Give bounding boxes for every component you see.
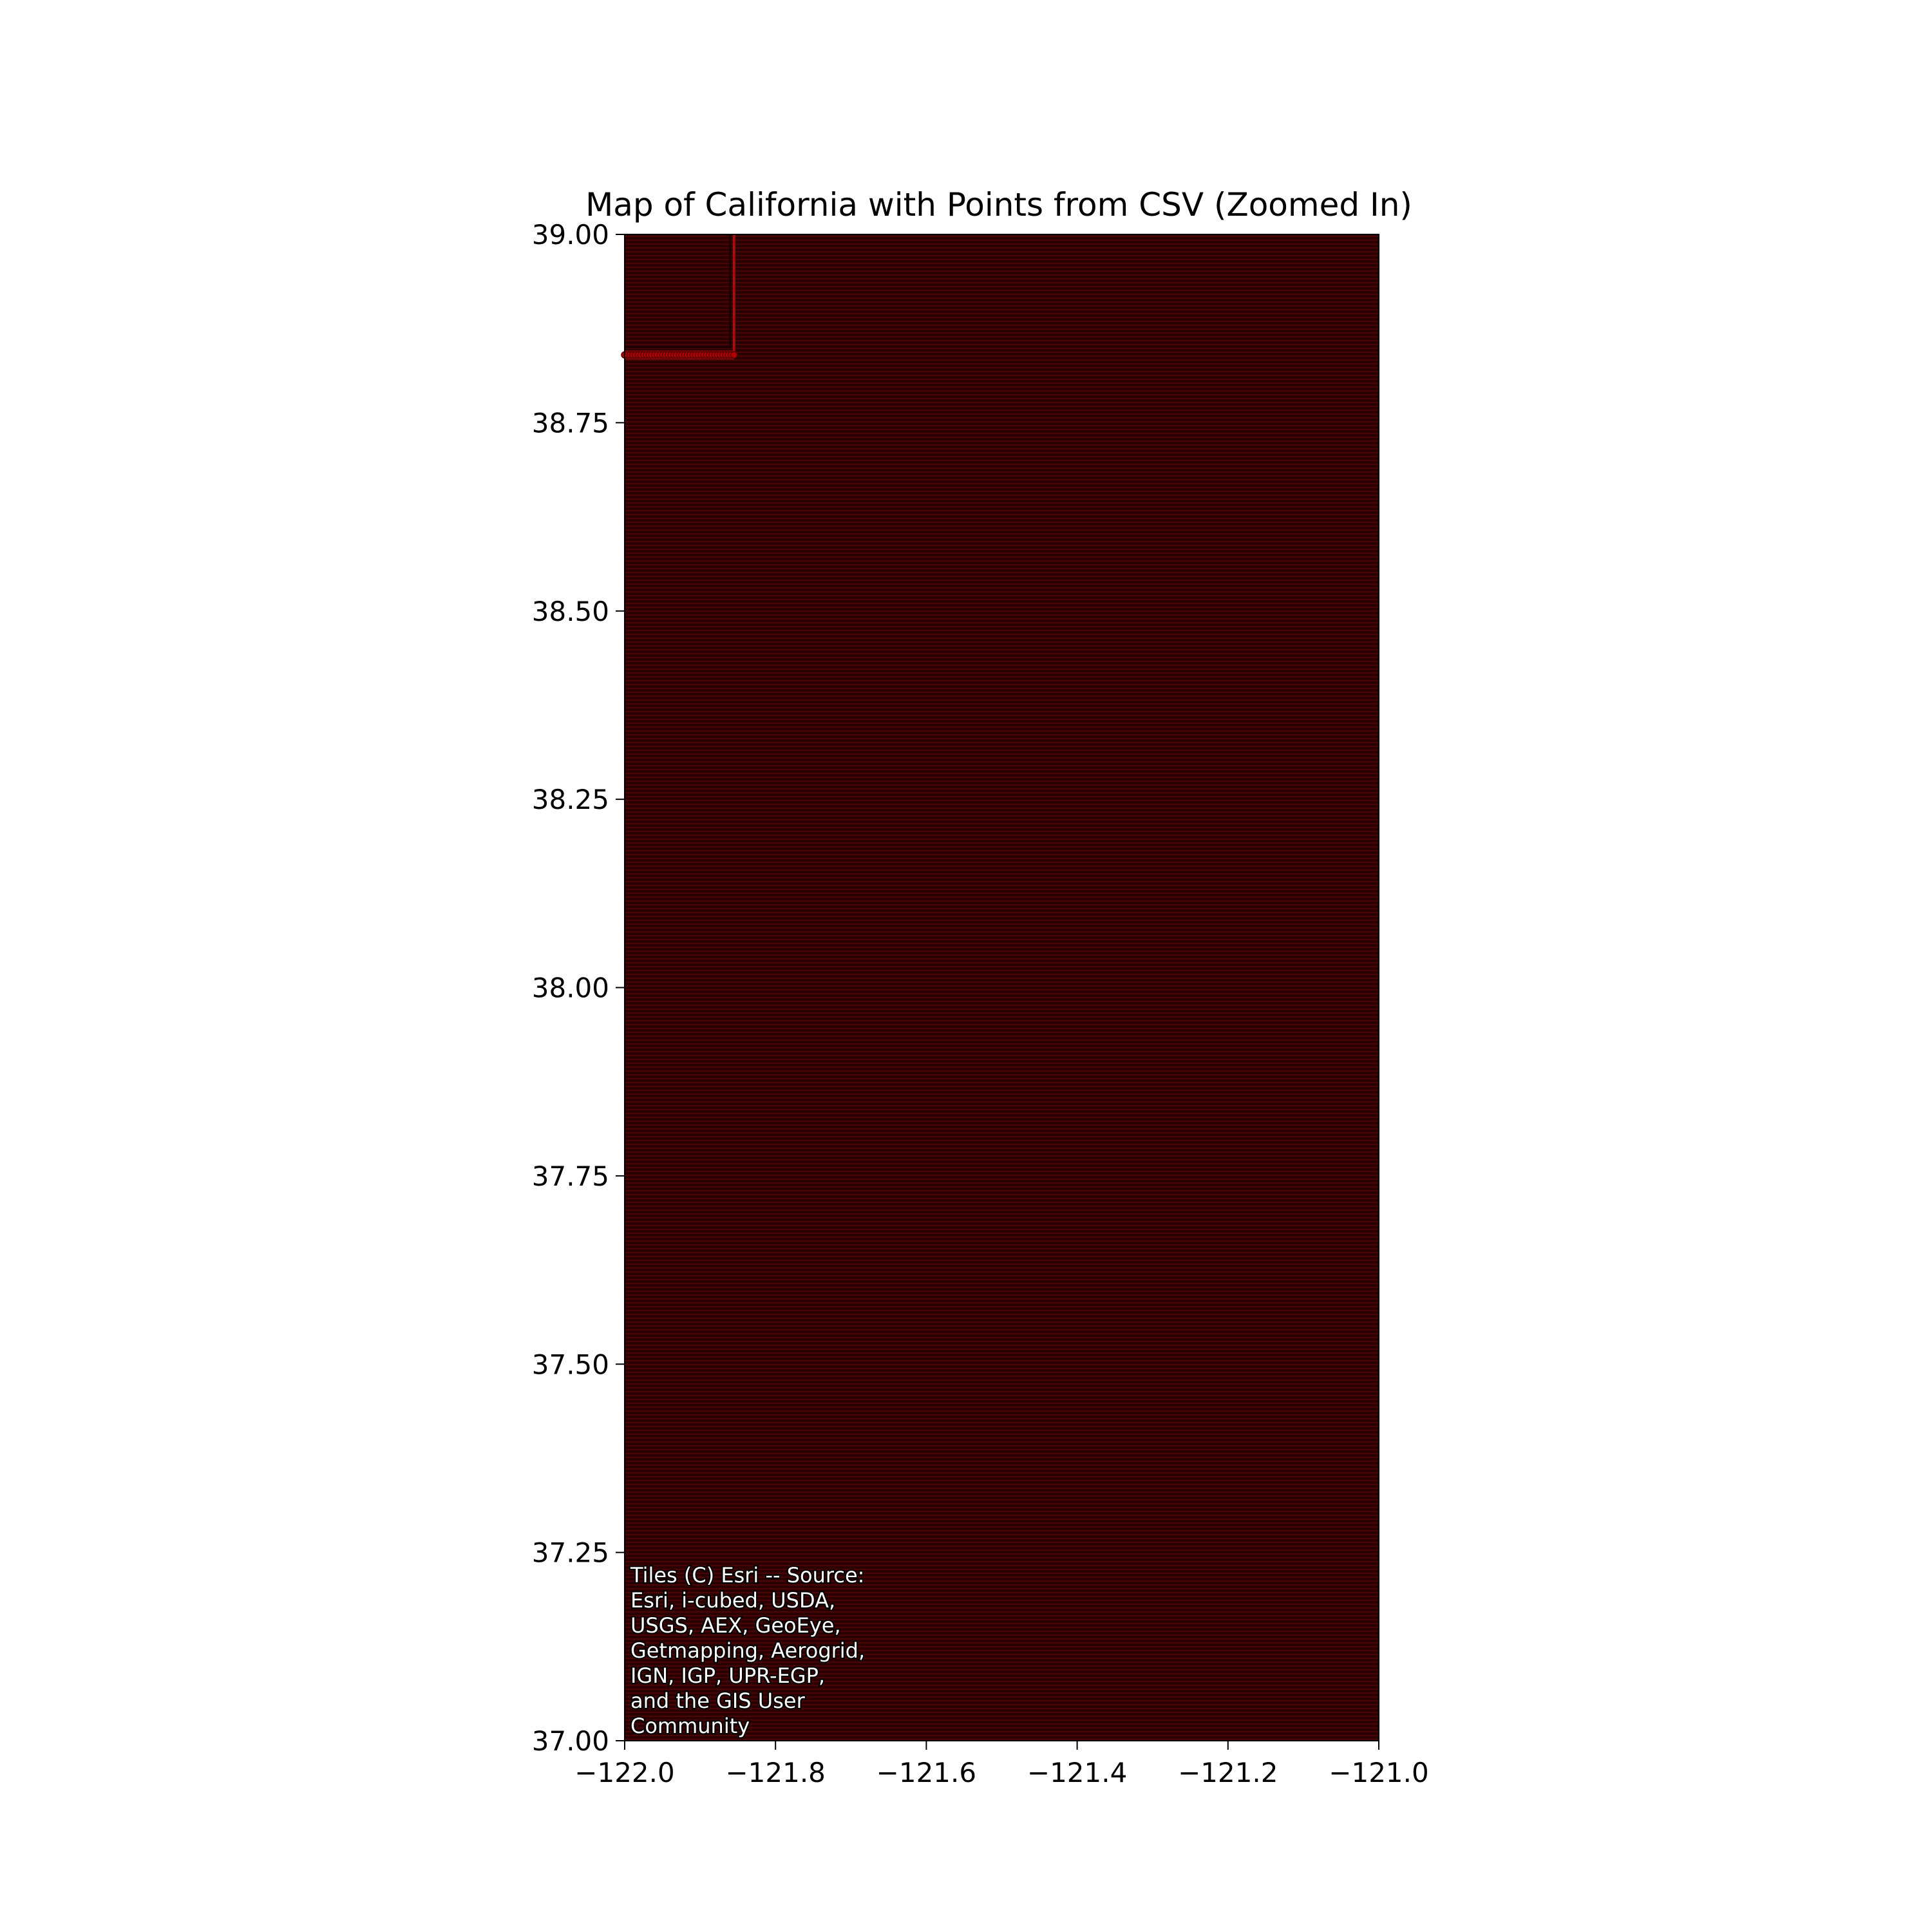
x-tick-label: −121.2 (1178, 1757, 1278, 1788)
map-plot-area (621, 234, 1379, 1741)
x-tick-label: −121.0 (1329, 1757, 1428, 1788)
points-layer (621, 234, 738, 360)
y-tick-label: 38.25 (532, 784, 609, 815)
attribution-line: and the GIS User (630, 1689, 806, 1713)
x-tick-label: −121.4 (1027, 1757, 1127, 1788)
attribution-line: Getmapping, Aerogrid, (630, 1638, 865, 1663)
x-tick-label: −121.8 (725, 1757, 825, 1788)
chart-title: Map of California with Points from CSV (… (585, 186, 1412, 223)
basemap-row-lines (625, 236, 1379, 1740)
y-tick-label: 37.75 (532, 1160, 609, 1192)
attribution-line: Tiles (C) Esri -- Source: (630, 1563, 864, 1587)
y-tick-label: 39.00 (532, 219, 609, 251)
y-tick-label: 37.00 (532, 1725, 609, 1757)
y-tick-label: 37.50 (532, 1349, 609, 1380)
attribution-line: Esri, i-cubed, USDA, (630, 1588, 835, 1613)
attribution-text: Tiles (C) Esri -- Source: Esri, i-cubed,… (629, 1562, 866, 1739)
y-axis: 37.00 37.25 37.50 37.75 38.00 38.25 38.50 38.75… (532, 219, 625, 1757)
x-axis: −122.0 −121.8 −121.6 −121.4 −121.2 −121.0 (574, 1741, 1429, 1788)
y-tick-label: 38.50 (532, 596, 609, 627)
x-tick-label: −121.6 (876, 1757, 976, 1788)
y-tick-label: 38.75 (532, 407, 609, 439)
basemap-background (625, 234, 1379, 1741)
attribution-line: USGS, AEX, GeoEye, (630, 1613, 841, 1638)
y-tick-label: 37.25 (532, 1537, 609, 1569)
data-point (730, 351, 738, 359)
x-tick-label: −122.0 (574, 1757, 674, 1788)
attribution-line: Community (630, 1714, 750, 1738)
y-tick-label: 38.00 (532, 972, 609, 1004)
attribution-line: IGN, IGP, UPR-EGP, (630, 1663, 825, 1688)
